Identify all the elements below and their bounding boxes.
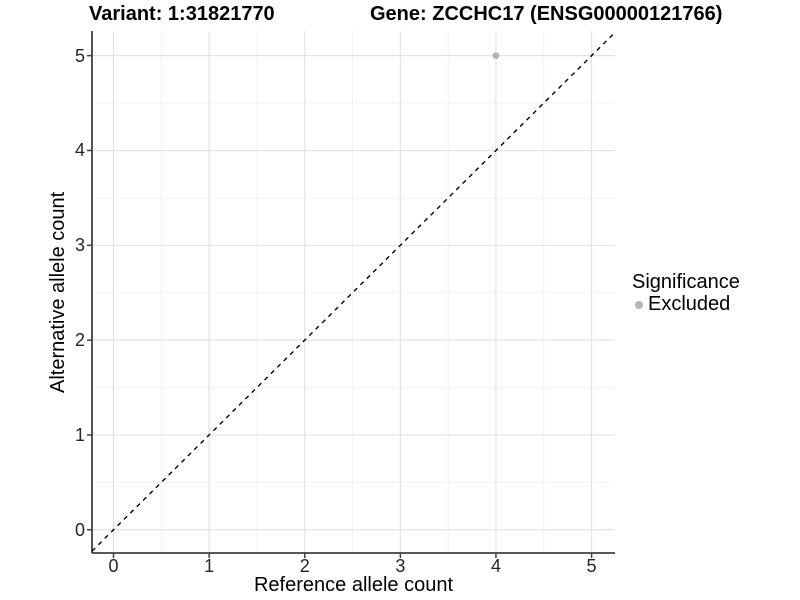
y-axis-title: Alternative allele count: [47, 191, 69, 393]
legend-entry-label: Excluded: [648, 293, 731, 315]
y-tick-label: 4: [74, 140, 85, 161]
x-axis-title: Reference allele count: [253, 574, 453, 596]
x-tick-label: 4: [490, 556, 501, 576]
legend: Significance Excluded: [632, 271, 740, 315]
legend-entry: Excluded: [635, 294, 740, 315]
variant-title: Variant: 1:31821770: [89, 3, 275, 25]
y-tick-label: 3: [74, 235, 85, 256]
gene-title: Gene: ZCCHC17 (ENSG00000121766): [370, 3, 723, 25]
y-tick-label: 2: [74, 330, 85, 351]
x-tick-label: 1: [204, 556, 215, 576]
x-tick-label: 3: [395, 556, 406, 576]
data-point-excluded: [492, 52, 500, 60]
legend-title: Significance: [632, 271, 740, 293]
x-tick-label: 2: [299, 556, 310, 576]
y-tick-label: 0: [74, 519, 85, 540]
x-tick-label: 0: [108, 556, 119, 576]
identity-dashed-line: [91, 31, 616, 552]
legend-key-dot-icon: [635, 300, 643, 309]
legend-entries: Excluded: [632, 294, 740, 315]
x-tick-label: 5: [586, 556, 597, 576]
y-tick-label: 5: [74, 45, 85, 66]
y-tick-label: 1: [74, 424, 85, 445]
